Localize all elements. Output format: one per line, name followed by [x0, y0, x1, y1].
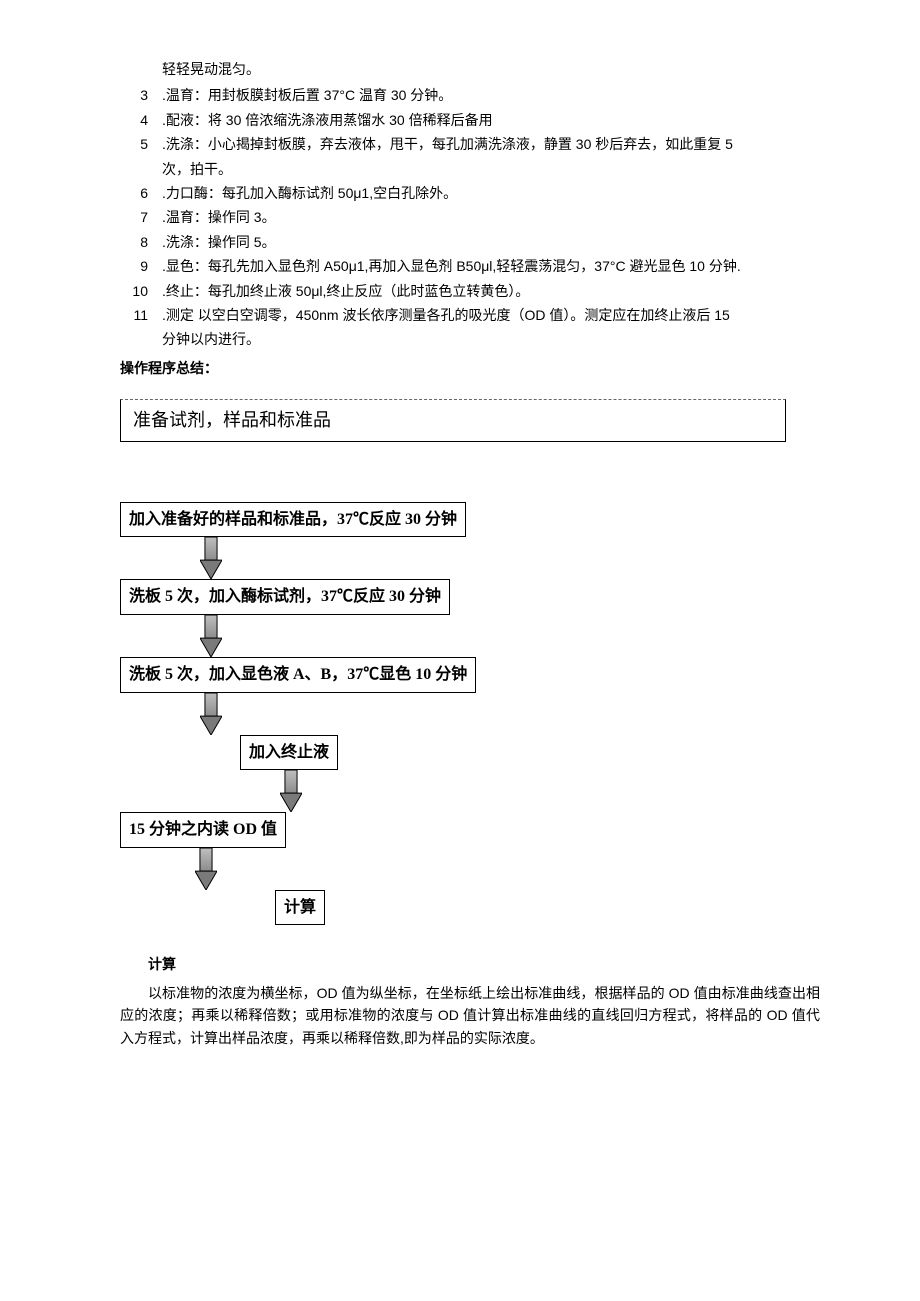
procedure-text: .温育：用封板膜封板后置 37°C 温育 30 分钟。	[162, 84, 820, 106]
flow-node: 加入准备好的样品和标准品，37℃反应 30 分钟	[120, 502, 466, 538]
procedure-item: 8 .洗涤：操作同 5。	[120, 231, 820, 253]
procedure-continuation: 次，拍干。	[162, 158, 820, 180]
flow-arrow-icon	[200, 537, 820, 579]
procedure-text: .洗涤：小心揭掉封板膜，弃去液体，甩干，每孔加满洗涤液，静置 30 秒后弃去，如…	[162, 133, 820, 155]
procedure-item: 3 .温育：用封板膜封板后置 37°C 温育 30 分钟。	[120, 84, 820, 106]
procedure-text: .洗涤：操作同 5。	[162, 231, 820, 253]
flow-node: 计算	[275, 890, 325, 926]
procedure-number: 11	[120, 304, 148, 326]
continuation-line: 轻轻晃动混匀。	[162, 60, 820, 82]
summary-box: 准备试剂，样品和标准品	[120, 399, 786, 442]
flow-node: 加入终止液	[240, 735, 338, 771]
procedure-text: .终止：每孔加终止液 50μl,终止反应（此时蓝色立转黄色）。	[162, 280, 820, 302]
procedure-item: 5 .洗涤：小心揭掉封板膜，弃去液体，甩干，每孔加满洗涤液，静置 30 秒后弃去，…	[120, 133, 820, 155]
summary-title: 操作程序总结：	[120, 359, 820, 381]
procedure-item: 7 .温育：操作同 3。	[120, 206, 820, 228]
procedure-list: 3 .温育：用封板膜封板后置 37°C 温育 30 分钟。 4 .配液：将 30 倍浓…	[120, 84, 820, 350]
procedure-continuation: 分钟以内进行。	[162, 328, 820, 350]
flow-node: 洗板 5 次，加入显色液 A、B，37℃显色 10 分钟	[120, 657, 476, 693]
flow-arrow-icon	[195, 848, 820, 890]
procedure-number: 7	[120, 206, 148, 228]
flow-arrow-icon	[200, 693, 820, 735]
procedure-text: .力口酶：每孔加入酶标试剂 50μ1,空白孔除外。	[162, 182, 820, 204]
flow-arrow-icon	[200, 615, 820, 657]
procedure-text: .配液：将 30 倍浓缩洗涤液用蒸馏水 30 倍稀释后备用	[162, 109, 820, 131]
procedure-number: 9	[120, 255, 148, 277]
procedure-number: 10	[120, 280, 148, 302]
procedure-text: .显色：每孔先加入显色剂 A50μ1,再加入显色剂 B50μl,轻轻震荡混匀，3…	[162, 255, 820, 277]
procedure-item: 6 .力口酶：每孔加入酶标试剂 50μ1,空白孔除外。	[120, 182, 820, 204]
procedure-number: 8	[120, 231, 148, 253]
procedure-number: 6	[120, 182, 148, 204]
procedure-item: 11 .测定 以空白空调零，450nm 波长依序测量各孔的吸光度（OD 值）。测定…	[120, 304, 820, 326]
flow-arrow-icon	[280, 770, 820, 812]
procedure-number: 4	[120, 109, 148, 131]
procedure-text: .测定 以空白空调零，450nm 波长依序测量各孔的吸光度（OD 值）。测定应在…	[162, 304, 820, 326]
flow-node: 洗板 5 次，加入酶标试剂，37℃反应 30 分钟	[120, 579, 450, 615]
procedure-item: 9 .显色：每孔先加入显色剂 A50μ1,再加入显色剂 B50μl,轻轻震荡混匀，…	[120, 255, 820, 277]
procedure-number: 3	[120, 84, 148, 106]
procedure-item: 4 .配液：将 30 倍浓缩洗涤液用蒸馏水 30 倍稀释后备用	[120, 109, 820, 131]
procedure-number: 5	[120, 133, 148, 155]
procedure-item: 10 .终止：每孔加终止液 50μl,终止反应（此时蓝色立转黄色）。	[120, 280, 820, 302]
calc-paragraph: 以标准物的浓度为横坐标，OD 值为纵坐标，在坐标纸上绘出标准曲线，根据样品的 O…	[120, 982, 820, 1049]
calc-title: 计算	[120, 955, 820, 977]
flow-node: 15 分钟之内读 OD 值	[120, 812, 286, 848]
procedure-text: .温育：操作同 3。	[162, 206, 820, 228]
flowchart: 加入准备好的样品和标准品，37℃反应 30 分钟 洗板 5 次，加入酶标试剂，3…	[120, 502, 820, 926]
